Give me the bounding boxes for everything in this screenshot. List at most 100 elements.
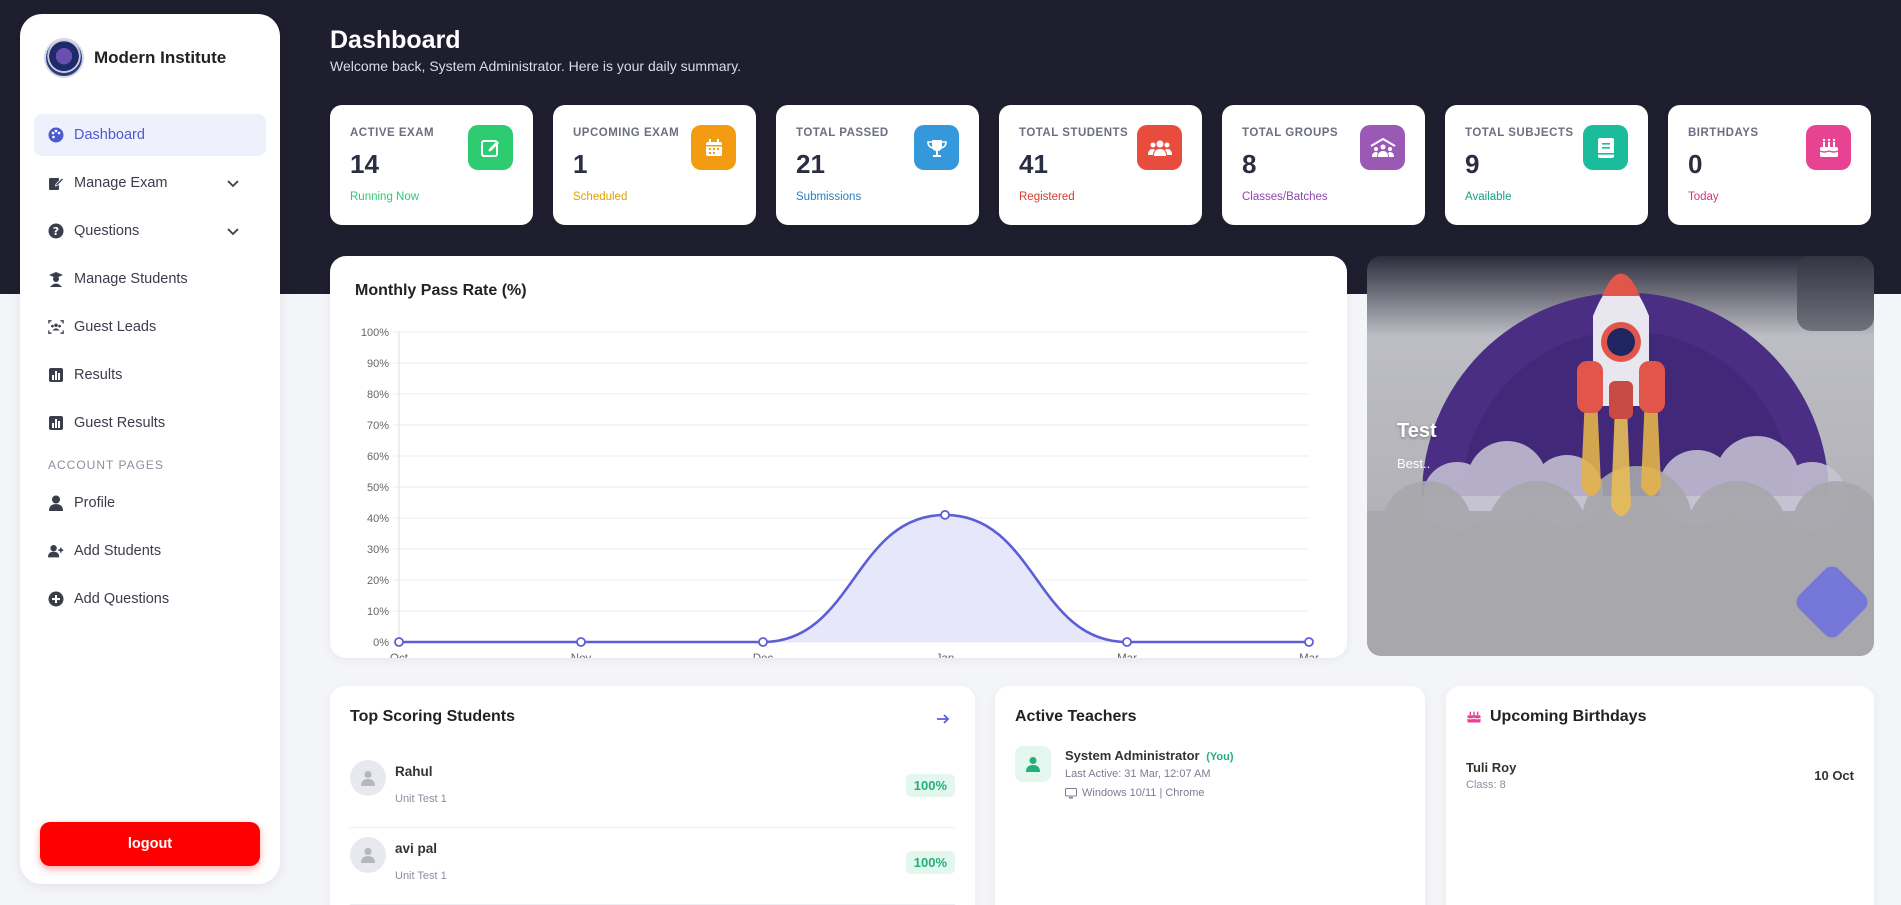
stat-card-upcoming-exam[interactable]: UPCOMING EXAM 1 Scheduled	[553, 105, 756, 225]
sidebar: Modern Institute Dashboard Manage Exam ?…	[20, 14, 280, 884]
upcoming-birthdays-card: Upcoming Birthdays Tuli Roy Class: 8 10 …	[1446, 686, 1874, 905]
stat-value: 9	[1465, 149, 1480, 179]
users-icon	[1137, 125, 1182, 170]
users-frame-icon	[48, 319, 64, 335]
data-point	[1122, 637, 1132, 647]
stat-note: Available	[1465, 191, 1512, 203]
y-tick-label: 60%	[367, 451, 389, 463]
account-pages-heading: ACCOUNT PAGES	[48, 458, 164, 472]
chevron-down-icon[interactable]	[226, 224, 240, 238]
teacher-name: System Administrator	[1065, 748, 1200, 763]
data-point	[758, 637, 768, 647]
table-row[interactable]: Rahul Unit Test 1 100%	[350, 752, 955, 828]
stat-label: TOTAL PASSED	[796, 127, 889, 139]
stat-value: 14	[350, 149, 379, 179]
sidebar-item-label: Profile	[74, 495, 116, 511]
stat-note: Scheduled	[573, 191, 628, 203]
groups-icon	[1360, 125, 1405, 170]
stat-value: 0	[1688, 149, 1703, 179]
calendar-icon	[691, 125, 736, 170]
data-point	[1304, 637, 1314, 647]
sidebar-item-label: Guest Results	[74, 415, 166, 431]
question-icon: ?	[48, 223, 64, 239]
data-point	[940, 509, 950, 520]
chevron-down-icon[interactable]	[226, 176, 240, 190]
x-tick-label: Oct	[390, 653, 409, 658]
sidebar-item-label: Add Students	[74, 543, 162, 559]
data-point	[576, 637, 586, 647]
cake-icon	[1467, 711, 1481, 723]
stat-card-total-passed[interactable]: TOTAL PASSED 21 Submissions	[776, 105, 979, 225]
sidebar-nav: Dashboard Manage Exam ? Questions Manage…	[34, 114, 266, 626]
data-point	[394, 637, 404, 647]
edit-icon	[468, 125, 513, 170]
stat-card-birthdays[interactable]: BIRTHDAYS 0 Today	[1668, 105, 1871, 225]
arrow-right-icon[interactable]	[936, 712, 950, 726]
stat-label: ACTIVE EXAM	[350, 127, 435, 139]
stat-value: 21	[796, 149, 825, 179]
page-subtitle: Welcome back, System Administrator. Here…	[330, 58, 742, 74]
sidebar-item-results[interactable]: Results	[34, 354, 266, 396]
promo-banner[interactable]: Test Best..	[1367, 256, 1874, 656]
trophy-icon	[914, 125, 959, 170]
sidebar-item-profile[interactable]: Profile	[34, 482, 266, 524]
x-tick-label: Mar	[1299, 653, 1319, 658]
y-tick-label: 80%	[367, 389, 389, 401]
brand-name: Modern Institute	[94, 48, 227, 67]
sidebar-item-guest-results[interactable]: Guest Results	[34, 402, 266, 444]
stat-card-total-subjects[interactable]: TOTAL SUBJECTS 9 Available	[1445, 105, 1648, 225]
stat-note: Today	[1688, 191, 1719, 203]
sidebar-item-label: Manage Exam	[74, 175, 168, 191]
stat-cards: ACTIVE EXAM 14 Running Now UPCOMING EXAM…	[330, 105, 1871, 225]
stat-note: Running Now	[350, 191, 420, 203]
sidebar-item-manage-students[interactable]: Manage Students	[34, 258, 266, 300]
card-title: Active Teachers	[1015, 708, 1137, 725]
user-plus-icon	[48, 543, 64, 559]
logout-button[interactable]: logout	[40, 822, 260, 866]
stat-card-total-groups[interactable]: TOTAL GROUPS 8 Classes/Batches	[1222, 105, 1425, 225]
cake-icon	[1806, 125, 1851, 170]
stat-card-active-exam[interactable]: ACTIVE EXAM 14 Running Now	[330, 105, 533, 225]
score-badge: 100%	[905, 851, 955, 874]
bar-chart-icon	[48, 367, 64, 383]
rocket-illustration	[1367, 256, 1874, 656]
sidebar-item-manage-exam[interactable]: Manage Exam	[34, 162, 266, 204]
svg-text:?: ?	[53, 225, 59, 238]
stat-card-total-students[interactable]: TOTAL STUDENTS 41 Registered	[999, 105, 1202, 225]
x-tick-label: Mar	[1117, 653, 1137, 658]
sidebar-item-questions[interactable]: ? Questions	[34, 210, 266, 252]
stat-value: 41	[1019, 149, 1048, 179]
active-teachers-card: Active Teachers System Administrator (Yo…	[995, 686, 1425, 905]
x-tick-label: Jan	[936, 653, 955, 658]
sidebar-item-label: Guest Leads	[74, 319, 157, 335]
stat-note: Classes/Batches	[1242, 191, 1328, 203]
y-tick-label: 40%	[367, 513, 389, 525]
top-students-card: Top Scoring Students Rahul Unit Test 1 1…	[330, 686, 975, 905]
sidebar-item-label: Results	[74, 367, 123, 383]
sidebar-item-label: Questions	[74, 223, 140, 239]
y-tick-label: 90%	[367, 358, 389, 370]
promo-title: Test	[1397, 420, 1437, 442]
y-tick-label: 30%	[367, 544, 389, 556]
page-title: Dashboard	[330, 26, 461, 54]
you-tag: (You)	[1206, 751, 1234, 763]
y-tick-label: 20%	[367, 575, 389, 587]
score-badge: 100%	[905, 774, 955, 797]
card-title: Top Scoring Students	[350, 708, 516, 725]
pass-rate-chart: 0% 10% 20% 30% 40% 50% 60% 70% 80% 90% 100% Oct Nov D…	[361, 327, 1319, 658]
student-test: Unit Test 1	[395, 870, 447, 882]
y-tick-label: 100%	[361, 327, 389, 339]
sidebar-item-guest-leads[interactable]: Guest Leads	[34, 306, 266, 348]
sidebar-item-dashboard[interactable]: Dashboard	[34, 114, 266, 156]
brand[interactable]: Modern Institute	[44, 38, 226, 78]
table-row[interactable]: avi pal Unit Test 1 100%	[350, 829, 955, 905]
birthday-date: 10 Oct	[1814, 768, 1854, 783]
teacher-row[interactable]: System Administrator (You)	[1065, 748, 1234, 763]
y-tick-label: 10%	[367, 606, 389, 618]
device-text: Windows 10/11 | Chrome	[1082, 787, 1205, 799]
sidebar-item-add-questions[interactable]: Add Questions	[34, 578, 266, 620]
stat-label: TOTAL GROUPS	[1242, 127, 1339, 139]
sidebar-item-add-students[interactable]: Add Students	[34, 530, 266, 572]
device-info: Windows 10/11 | Chrome	[1065, 787, 1204, 799]
student-test: Unit Test 1	[395, 793, 447, 805]
